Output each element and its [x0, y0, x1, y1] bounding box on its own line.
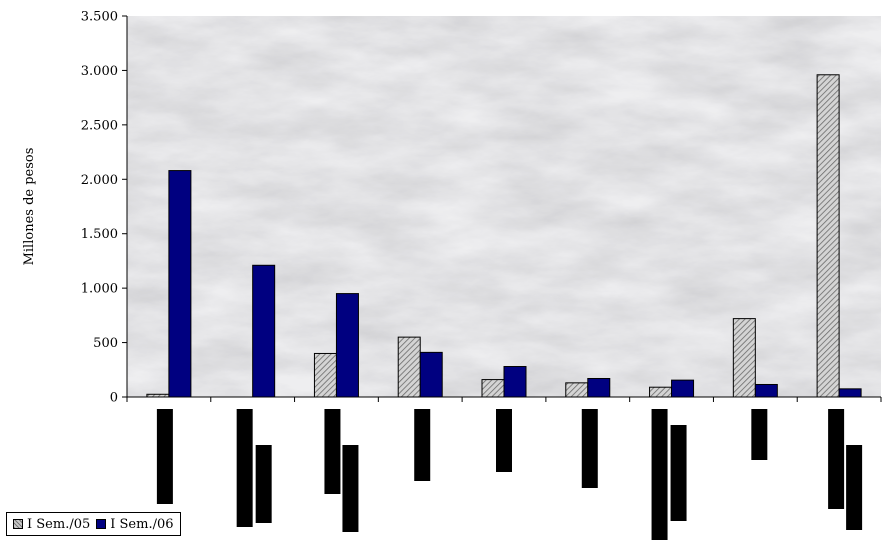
- legend-item-series-1: I Sem./05: [13, 517, 90, 532]
- category-label-block: [670, 425, 687, 521]
- y-tick-label: 0: [110, 391, 118, 406]
- bar-series-1-cat-6: [565, 382, 589, 398]
- bars: [146, 74, 862, 398]
- category-label-block: [581, 409, 598, 488]
- axes: 0 500 1.000 1.500 2.000 2.500 3.000 3.500: [81, 10, 882, 406]
- bar-series-1-cat-4: [397, 336, 421, 398]
- bar-series-2-cat-2: [252, 264, 276, 398]
- legend-item-series-2: I Sem./06: [96, 516, 174, 532]
- bar-series-1-cat-8: [732, 318, 756, 398]
- legend-swatch-series-2: [96, 519, 107, 529]
- bar-series-2-cat-1: [168, 170, 192, 398]
- y-tick-label: 3.500: [81, 10, 118, 25]
- bar-series-1-cat-3: [313, 352, 337, 398]
- bar-series-2-cat-8: [754, 383, 778, 398]
- plot-area: [127, 16, 881, 397]
- category-label-block: [751, 409, 768, 460]
- bar-series-1-cat-7: [649, 386, 673, 398]
- bar-series-2-cat-5: [503, 366, 527, 398]
- y-tick-label: 2.500: [81, 118, 118, 133]
- bar-series-2-cat-3: [335, 293, 359, 398]
- legend: I Sem./05 I Sem./06: [6, 512, 181, 536]
- category-label-block: [156, 409, 173, 504]
- category-label-block: [324, 409, 341, 494]
- bar-series-1-cat-9: [816, 74, 840, 398]
- y-tick-label: 1.500: [81, 227, 118, 242]
- category-label-block: [255, 445, 272, 523]
- legend-label-series-2: I Sem./06: [110, 516, 174, 532]
- y-tick-label: 3.000: [81, 64, 118, 79]
- bar-series-2-cat-6: [587, 377, 611, 398]
- legend-swatch-series-1: [13, 519, 23, 529]
- y-tick-label: 2.000: [81, 173, 118, 188]
- bar-series-2-cat-9: [838, 388, 862, 398]
- bar-series-1-cat-5: [481, 379, 505, 398]
- y-tick-label: 500: [93, 336, 118, 351]
- marble-background: [127, 16, 881, 397]
- category-label-block: [414, 409, 431, 481]
- category-label-block: [342, 445, 359, 532]
- y-axis-label: Millones de pesos: [22, 148, 37, 266]
- category-label-block: [496, 409, 512, 472]
- bar-series-2-cat-4: [419, 351, 443, 398]
- category-label-block: [651, 409, 668, 540]
- category-label-block: [236, 409, 253, 527]
- y-tick-label: 1.000: [81, 282, 118, 297]
- category-label-blocks: [156, 409, 863, 540]
- category-label-block: [828, 409, 845, 509]
- category-label-block: [846, 445, 863, 530]
- legend-label-series-1: I Sem./05: [27, 516, 91, 532]
- bar-series-2-cat-7: [671, 379, 695, 398]
